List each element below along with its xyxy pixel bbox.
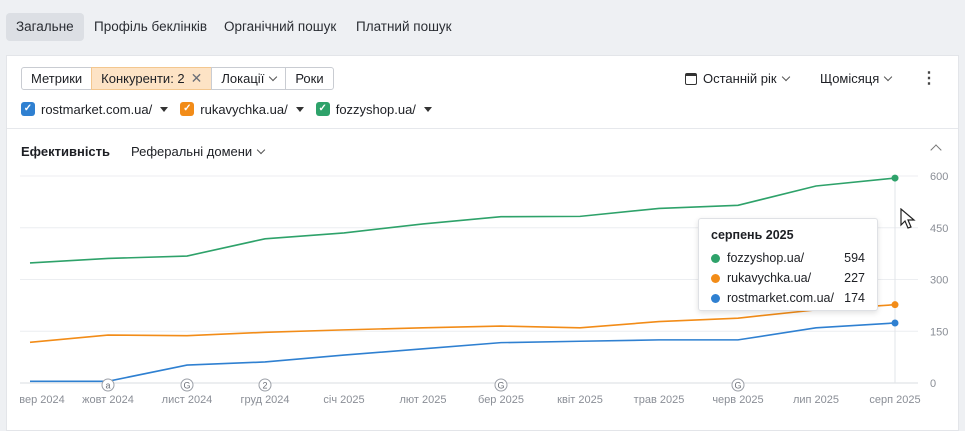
metric-dropdown[interactable]: Реферальні домени — [131, 144, 266, 159]
caret-down-icon[interactable] — [423, 106, 432, 112]
tooltip-series-name: rukavychka.ua/ — [727, 271, 812, 285]
x-tick-label: лист 2024 — [162, 394, 213, 406]
metrics-button[interactable]: Метрики — [21, 67, 93, 90]
tab-backlink-profile[interactable]: Профіль беклінків — [94, 19, 208, 34]
domain-toggle-fozzyshop[interactable]: ✓ fozzyshop.ua/ — [315, 100, 432, 118]
tab-overview[interactable]: Загальне — [6, 13, 84, 41]
y-tick-label: 450 — [930, 223, 948, 235]
tab-organic-search[interactable]: Органічний пошук — [224, 19, 337, 34]
tooltip-series-value: 227 — [844, 271, 865, 285]
years-button[interactable]: Роки — [285, 67, 334, 90]
series-dot-icon — [711, 273, 720, 283]
granularity-dropdown[interactable]: Щомісяця — [820, 67, 893, 90]
mouse-pointer-icon — [900, 208, 916, 229]
annotation-marker — [494, 378, 508, 392]
x-tick-label: серп 2025 — [869, 394, 920, 406]
domain-toggle-rukavychka[interactable]: ✓ rukavychka.ua/ — [180, 100, 304, 118]
series-end-point — [891, 301, 899, 309]
tooltip-series-value: 594 — [844, 251, 865, 265]
metric-dropdown-label: Реферальні домени — [131, 144, 253, 159]
calendar-icon — [685, 72, 697, 85]
caret-down-icon[interactable] — [160, 106, 169, 112]
annotation-label: G — [497, 381, 504, 391]
more-vertical-icon: ⋮ — [921, 70, 937, 87]
close-icon[interactable]: ✕ — [190, 70, 203, 86]
tab-paid-search[interactable]: Платний пошук — [356, 19, 452, 34]
more-options-button[interactable]: ⋮ — [921, 67, 937, 90]
y-tick-label: 300 — [930, 275, 948, 287]
tooltip-series-name: rostmarket.com.ua/ — [727, 291, 834, 305]
annotation-marker — [180, 378, 194, 392]
x-tick-label: черв 2025 — [712, 394, 763, 406]
annotation-marker — [258, 378, 272, 392]
locations-label: Локації — [221, 71, 265, 86]
series-line — [29, 177, 896, 264]
y-tick-label: 0 — [930, 378, 936, 390]
series-line — [30, 322, 896, 383]
competitors-label: Конкуренти: 2 — [101, 71, 185, 86]
domain-legend: ✓ rostmarket.com.ua/ ✓ rukavychka.ua/ ✓ … — [21, 100, 432, 118]
series-line — [29, 303, 896, 344]
x-tick-label: вер 2024 — [19, 394, 64, 406]
chart-tooltip: серпень 2025 fozzyshop.ua/ 594 rukavychk… — [698, 218, 878, 311]
tooltip-row: fozzyshop.ua/ 594 — [711, 248, 865, 268]
tooltip-row: rostmarket.com.ua/ 174 — [711, 288, 865, 308]
competitors-button[interactable]: Конкуренти: 2 ✕ — [91, 67, 213, 90]
domain-label: rostmarket.com.ua/ — [41, 101, 153, 117]
domain-label: fozzyshop.ua/ — [335, 101, 416, 117]
caret-down-icon[interactable] — [295, 106, 304, 112]
series-dot-icon — [711, 253, 720, 263]
section-title: Ефективність — [21, 144, 111, 159]
domain-toggle-rostmarket[interactable]: ✓ rostmarket.com.ua/ — [21, 100, 169, 118]
y-tick-label: 600 — [930, 171, 948, 183]
x-tick-label: квіт 2025 — [557, 394, 603, 406]
series-end-point — [891, 174, 899, 182]
annotation-marker — [101, 378, 115, 392]
checkbox-checked-icon[interactable]: ✓ — [21, 102, 35, 116]
annotation-label: G — [183, 381, 190, 391]
x-tick-label: лют 2025 — [400, 394, 447, 406]
x-tick-label: трав 2025 — [634, 394, 685, 406]
tooltip-title: серпень 2025 — [711, 228, 794, 242]
section-divider — [7, 128, 958, 129]
annotation-label: 2 — [262, 381, 267, 391]
granularity-label: Щомісяця — [820, 71, 880, 86]
top-tab-bar: Загальне Профіль беклінків Органічний по… — [0, 0, 965, 55]
tooltip-series-name: fozzyshop.ua/ — [727, 251, 805, 265]
annotation-label: G — [734, 381, 741, 391]
years-label: Роки — [295, 71, 324, 86]
series-dot-icon — [711, 293, 720, 303]
annotation-label: a — [105, 381, 110, 391]
filter-button-group: Метрики Конкуренти: 2 ✕ Локації Роки — [21, 67, 334, 90]
tooltip-series-value: 174 — [844, 291, 865, 305]
tooltip-row: rukavychka.ua/ 227 — [711, 268, 865, 288]
x-tick-label: лип 2025 — [793, 394, 839, 406]
x-tick-label: бер 2025 — [478, 394, 524, 406]
y-tick-label: 150 — [930, 326, 948, 338]
period-dropdown[interactable]: Останній рік — [685, 67, 790, 90]
checkbox-checked-icon[interactable]: ✓ — [315, 102, 330, 116]
x-tick-label: груд 2024 — [240, 394, 289, 406]
series-end-point — [891, 319, 899, 327]
x-tick-label: січ 2025 — [323, 394, 364, 406]
metrics-label: Метрики — [31, 71, 83, 86]
x-tick-label: жовт 2024 — [82, 394, 134, 406]
checkbox-checked-icon[interactable]: ✓ — [180, 102, 195, 116]
period-label: Останній рік — [703, 71, 777, 86]
annotation-marker — [731, 378, 745, 392]
domain-label: rukavychka.ua/ — [200, 101, 288, 117]
